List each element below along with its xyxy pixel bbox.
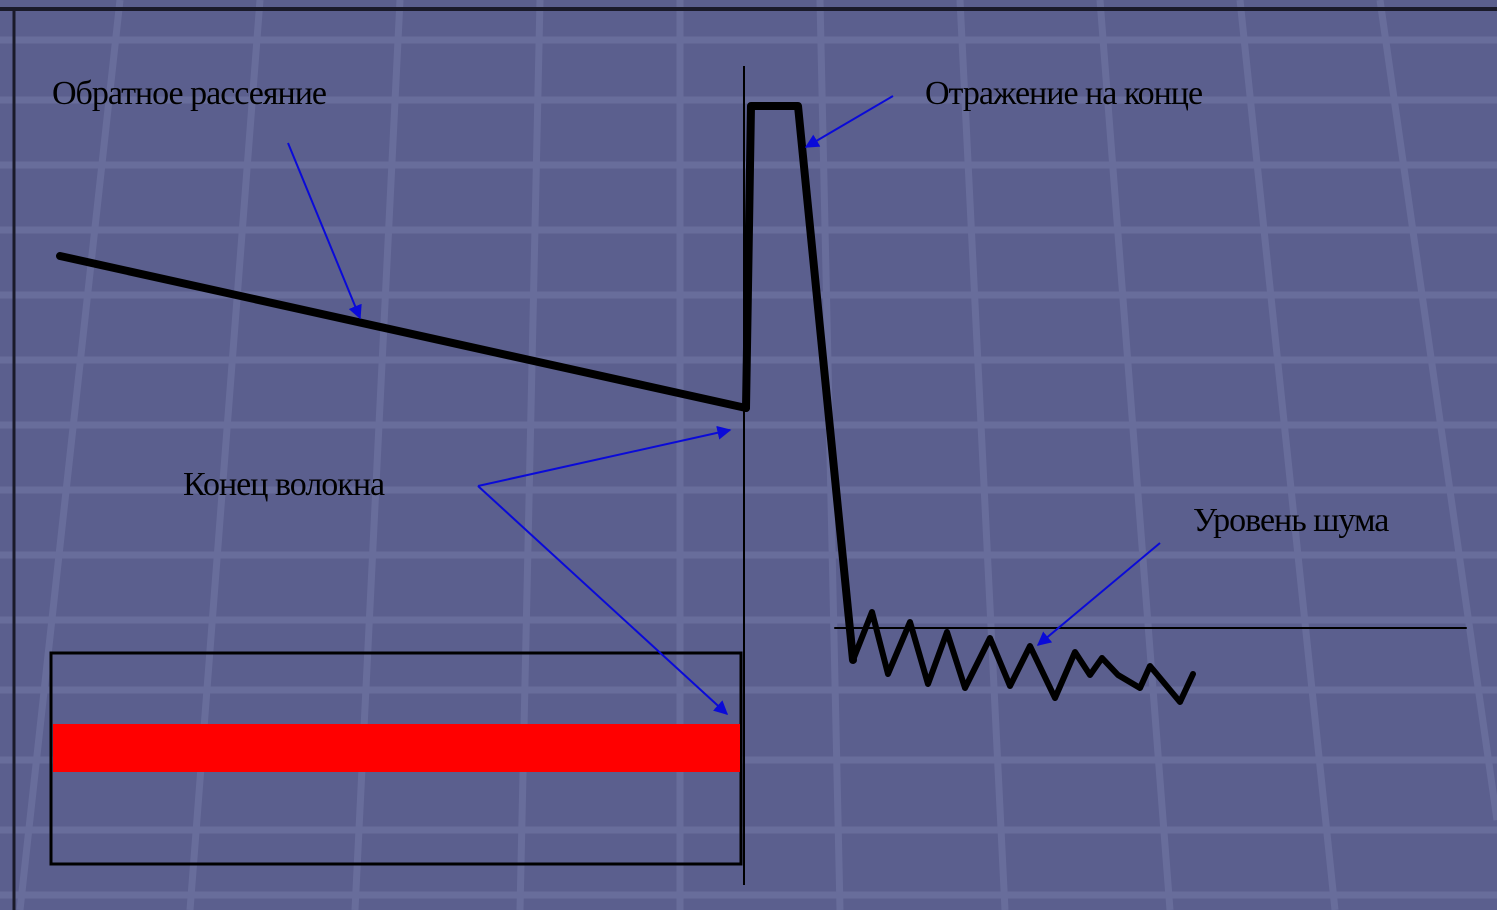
backscatter-label: Обратное рассеяние xyxy=(52,75,326,112)
end-reflection-arrow xyxy=(804,95,894,148)
backscatter-line xyxy=(56,252,750,412)
fiber-outline xyxy=(49,651,743,866)
reflection-peak xyxy=(742,102,857,664)
reflectogram-trace xyxy=(56,102,1467,705)
end-reflection-label: Отражение на конце xyxy=(925,75,1202,112)
fiber-schematic xyxy=(49,651,743,866)
callout-arrows xyxy=(287,95,1161,715)
noise-level-label: Уровень шума xyxy=(1193,502,1389,539)
fiber-end-label: Конец волокна xyxy=(183,466,385,503)
fiber-core xyxy=(53,724,740,772)
frame xyxy=(0,7,1497,910)
fiber-end-arrow-bottom xyxy=(477,485,729,715)
noise-level-arrow xyxy=(1036,542,1161,646)
fiber-end-arrow-top xyxy=(477,425,732,487)
noise-trace xyxy=(850,609,1196,705)
backscatter-arrow xyxy=(287,142,362,320)
